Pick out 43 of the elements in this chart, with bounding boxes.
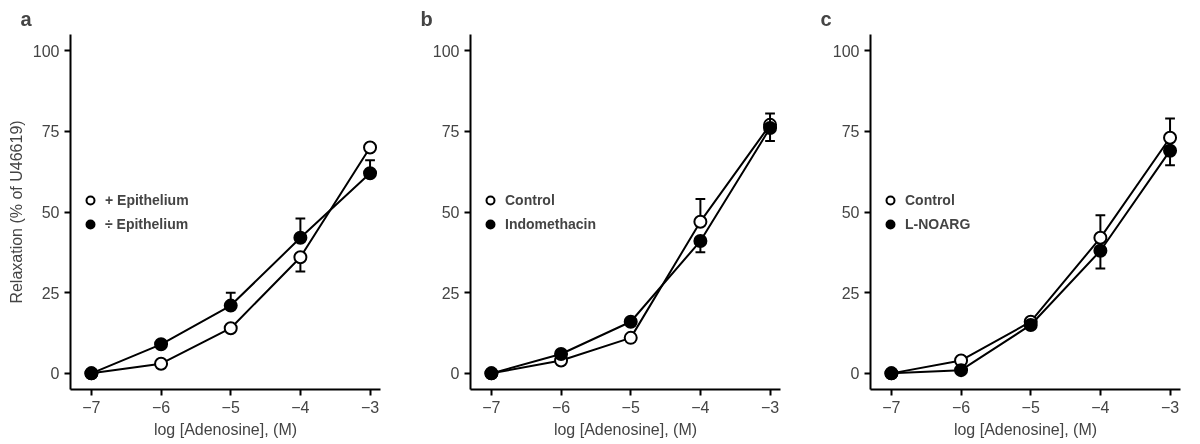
y-tick-label: 75 <box>441 123 460 141</box>
chart-title: b <box>420 7 433 30</box>
x-tick-label: −5 <box>221 398 240 416</box>
legend-label: L-NOARG <box>905 215 971 232</box>
x-tick-label: −6 <box>151 398 171 416</box>
legend-label: Control <box>905 191 955 208</box>
x-tick-label: −7 <box>882 398 901 416</box>
x-tick-label: −3 <box>1160 398 1180 416</box>
x-tick-label: −3 <box>760 398 780 416</box>
y-tick-label: 50 <box>841 204 860 221</box>
chart-title: a <box>20 7 33 30</box>
y-tick-label: 50 <box>441 204 460 221</box>
y-tick-label: 100 <box>32 42 60 60</box>
legend-label: + Epithelium <box>105 191 189 208</box>
x-tick-label: −7 <box>82 398 101 416</box>
x-tick-label: −7 <box>482 398 501 416</box>
y-tick-label: 0 <box>850 365 860 383</box>
y-tick-label: 25 <box>441 284 460 302</box>
y-tick-label: 0 <box>50 365 60 383</box>
x-axis-title: log [Adenosine], (M) <box>153 420 298 438</box>
y-tick-label: 100 <box>432 42 460 60</box>
legend-label: ÷ Epithelium <box>105 215 189 232</box>
y-tick-label: 75 <box>41 123 60 141</box>
x-axis-title: log [Adenosine], (M) <box>953 420 1098 438</box>
chart-title: c <box>820 7 832 30</box>
y-tick-label: 100 <box>832 42 860 60</box>
y-axis-title: Relaxation (% of U46619) <box>7 120 25 304</box>
legend-label: Indomethacin <box>505 215 597 232</box>
y-tick-label: 25 <box>841 284 860 302</box>
x-axis-title: log [Adenosine], (M) <box>553 420 698 438</box>
x-tick-label: −5 <box>1021 398 1040 416</box>
x-tick-label: −6 <box>551 398 571 416</box>
x-tick-label: −4 <box>691 398 710 416</box>
legend-label: Control <box>505 191 555 208</box>
x-tick-label: −4 <box>1091 398 1110 416</box>
y-tick-label: 25 <box>41 284 60 302</box>
y-tick-label: 75 <box>841 123 860 141</box>
x-tick-label: −6 <box>951 398 971 416</box>
x-tick-label: −5 <box>621 398 640 416</box>
x-tick-label: −3 <box>360 398 380 416</box>
y-tick-label: 0 <box>450 365 460 383</box>
y-tick-label: 50 <box>41 204 60 221</box>
x-tick-label: −4 <box>291 398 310 416</box>
